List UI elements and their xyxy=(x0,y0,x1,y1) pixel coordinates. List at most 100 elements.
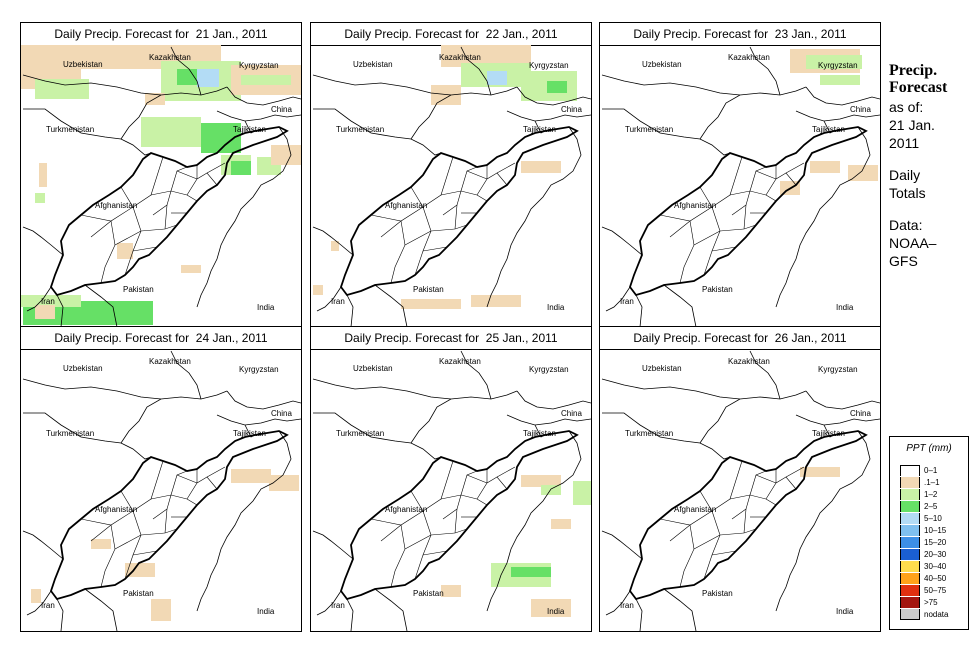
country-border xyxy=(196,126,292,308)
country-label-kyrgyzstan: Kyrgyzstan xyxy=(818,61,858,70)
country-label-turkmenistan: Turkmenistan xyxy=(625,125,674,134)
province-boundary xyxy=(380,220,402,238)
province-boundary xyxy=(711,246,737,252)
legend-swatch xyxy=(900,561,920,572)
country-border xyxy=(699,390,807,444)
province-boundary xyxy=(693,534,721,550)
legend-label: 0–1 xyxy=(924,466,938,475)
country-border xyxy=(601,74,741,96)
country-label-kyrgyzstan: Kyrgyzstan xyxy=(529,61,569,70)
country-border xyxy=(602,412,731,460)
afghanistan-outline xyxy=(339,126,579,297)
country-label-kyrgyzstan: Kyrgyzstan xyxy=(239,365,279,374)
country-border xyxy=(749,46,781,96)
country-label-india: India xyxy=(257,303,275,312)
legend-item: 15–20 xyxy=(900,537,946,548)
map-svg xyxy=(312,45,591,327)
country-border xyxy=(226,86,301,106)
map-svg xyxy=(601,350,880,631)
legend-label: 40–50 xyxy=(924,574,947,583)
country-label-afghanistan: Afghanistan xyxy=(385,201,428,210)
totals-line1: Daily xyxy=(889,167,921,183)
province-boundary xyxy=(731,508,747,520)
country-label-china: China xyxy=(561,409,582,418)
province-boundary xyxy=(132,550,158,556)
country-border xyxy=(316,286,342,312)
country-border xyxy=(410,390,518,444)
province-boundary xyxy=(410,186,424,208)
map-svg xyxy=(601,46,880,327)
precip-cell xyxy=(21,295,81,307)
country-label-uzbekistan: Uzbekistan xyxy=(353,364,393,373)
precip-layer xyxy=(800,467,840,477)
country-label-tajikistan: Tajikistan xyxy=(812,429,845,438)
province-boundary xyxy=(743,190,751,230)
province-boundary xyxy=(442,204,458,216)
province-boundary xyxy=(186,476,218,500)
data-source-line2: GFS xyxy=(889,253,918,269)
legend-swatch xyxy=(900,477,920,488)
legend-item: .1–1 xyxy=(900,477,940,488)
province-boundary xyxy=(404,534,432,550)
legend-item: 2–5 xyxy=(900,501,937,512)
province-boundary xyxy=(765,476,797,500)
country-label-kazakhstan: Kazakhstan xyxy=(728,53,770,62)
province-boundary xyxy=(693,230,721,246)
province-boundary xyxy=(749,470,767,496)
legend-swatch xyxy=(900,585,920,596)
province-boundary xyxy=(711,550,737,556)
country-border xyxy=(23,108,152,156)
province-boundary xyxy=(206,162,226,174)
legend-swatch xyxy=(900,597,920,608)
precip-map: Kazakhstan Uzbekistan Kyrgyzstan China Turkm… xyxy=(21,349,301,631)
country-label-kazakhstan: Kazakhstan xyxy=(728,357,770,366)
country-label-pakistan: Pakistan xyxy=(123,285,154,294)
country-border xyxy=(170,46,202,96)
country-label-afghanistan: Afghanistan xyxy=(674,505,717,514)
precip-layer xyxy=(21,45,301,325)
precip-cell xyxy=(551,519,571,529)
country-label-india: India xyxy=(547,303,565,312)
precip-cell xyxy=(35,79,89,99)
precip-cell xyxy=(441,45,531,67)
country-label-china: China xyxy=(271,409,292,418)
panel-title: Daily Precip. Forecast for 24 Jan., 2011 xyxy=(21,327,301,350)
country-border xyxy=(663,284,697,327)
country-border xyxy=(313,108,442,156)
province-boundary xyxy=(150,190,198,202)
country-border xyxy=(346,294,354,327)
province-boundary xyxy=(703,206,721,276)
precip-map: Kazakhstan Uzbekistan Kyrgyzstan China Turkm… xyxy=(311,45,591,327)
country-border xyxy=(605,286,631,312)
country-border xyxy=(346,598,354,631)
country-label-turkmenistan: Turkmenistan xyxy=(336,125,385,134)
precip-cell xyxy=(39,163,47,187)
country-label-iran: Iran xyxy=(41,297,55,306)
country-label-tajikistan: Tajikistan xyxy=(233,125,266,134)
province-boundary xyxy=(404,230,432,246)
province-boundary xyxy=(743,494,751,534)
precip-cell xyxy=(810,161,840,173)
precip-map: Kazakhstan Uzbekistan Kyrgyzstan China Turkm… xyxy=(311,349,591,631)
forecast-panel-24-jan: Daily Precip. Forecast for 24 Jan., 2011… xyxy=(20,326,302,632)
country-border xyxy=(775,126,871,308)
country-border xyxy=(605,590,631,616)
country-border xyxy=(196,430,292,612)
province-boundary xyxy=(90,524,112,542)
province-boundary xyxy=(679,524,695,588)
legend-item: 5–10 xyxy=(900,513,942,524)
asof-year: 2011 xyxy=(889,135,920,151)
precip-cell xyxy=(521,161,561,173)
country-label-pakistan: Pakistan xyxy=(702,285,733,294)
province-boundary xyxy=(152,204,168,216)
panel-title: Daily Precip. Forecast for 23 Jan., 2011 xyxy=(600,23,880,46)
province-boundary xyxy=(414,510,432,580)
country-border xyxy=(795,414,880,426)
precip-cell xyxy=(848,165,878,181)
country-label-turkmenistan: Turkmenistan xyxy=(46,125,95,134)
province-boundary xyxy=(164,190,172,230)
province-boundary xyxy=(206,466,226,478)
province-boundary xyxy=(120,490,134,512)
legend-swatch xyxy=(900,573,920,584)
country-border xyxy=(312,530,354,560)
